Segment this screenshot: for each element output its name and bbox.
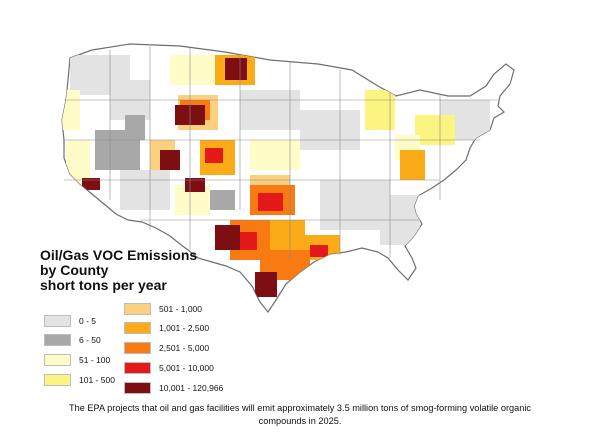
- legend-title-line-1: Oil/Gas VOC Emissions: [40, 247, 198, 263]
- legend-swatch: [124, 322, 151, 335]
- legend-title-line-2: by County: [40, 262, 109, 278]
- legend-item: 6 - 50: [44, 332, 115, 349]
- region-texas-panhandle-grey: [205, 190, 235, 210]
- legend-label: 51 - 100: [79, 355, 111, 366]
- state-borders: [64, 46, 500, 260]
- legend-swatch: [44, 334, 71, 347]
- region-pennsylvania-yellow: [415, 115, 455, 145]
- caption: The EPA projects that oil and gas facili…: [0, 402, 600, 428]
- legend-swatch: [44, 373, 71, 386]
- region-south-grey: [320, 180, 390, 230]
- legend-swatch: [124, 302, 151, 315]
- region-utah-darkred: [160, 150, 180, 170]
- region-texas-south-darkred: [255, 272, 277, 297]
- legend-right-column: 501 - 1,000 1,001 - 2,500 2,501 - 5,000 …: [124, 300, 223, 399]
- region-oregon-yellow: [62, 90, 80, 130]
- county-regions: [62, 55, 490, 297]
- legend-item: 101 - 500: [44, 371, 115, 388]
- region-north-dakota-darkred: [225, 58, 247, 80]
- region-oklahoma-red: [258, 193, 283, 211]
- legend-swatch: [124, 342, 151, 355]
- region-colorado-red: [205, 148, 223, 163]
- legend-item: 5,001 - 10,000: [124, 359, 223, 376]
- region-texas-red: [235, 232, 257, 250]
- legend-label: 101 - 500: [79, 374, 115, 385]
- region-great-plains-grey: [240, 90, 300, 130]
- legend-label: 0 - 5: [79, 315, 97, 326]
- region-permian-darkred: [215, 225, 240, 250]
- region-louisiana-red: [310, 245, 328, 257]
- legend-label: 2,501 - 5,000: [159, 343, 210, 354]
- legend-swatch: [44, 354, 71, 367]
- legend-swatch: [44, 314, 71, 327]
- legend-left-column: 0 - 5 6 - 50 51 - 100 101 - 500: [44, 312, 115, 391]
- us-county-map: [61, 43, 515, 314]
- caption-line-2: compounds in 2025.: [258, 416, 342, 426]
- legend-label: 5,001 - 10,000: [159, 362, 214, 373]
- legend-item: 51 - 100: [44, 352, 115, 369]
- region-michigan-yellow: [365, 90, 395, 130]
- caption-line-1: The EPA projects that oil and gas facili…: [69, 403, 531, 413]
- legend-label: 6 - 50: [79, 335, 101, 346]
- legend-item: 1,001 - 2,500: [124, 320, 223, 337]
- legend-swatch: [124, 381, 151, 394]
- region-midwest-grey: [300, 110, 360, 150]
- legend-title-line-3: short tons per year: [40, 277, 167, 293]
- emissions-map: [61, 43, 515, 314]
- legend-title: Oil/Gas VOC Emissions by County short to…: [40, 248, 197, 293]
- region-kansas-yellow: [250, 140, 300, 170]
- region-nevada-dark: [125, 115, 145, 140]
- legend-item: 501 - 1,000: [124, 300, 223, 317]
- region-arizona-grey: [120, 170, 170, 210]
- legend-label: 10,001 - 120,966: [159, 382, 224, 393]
- legend-item: 0 - 5: [44, 312, 115, 329]
- legend-label: 1,001 - 2,500: [159, 323, 210, 334]
- legend-swatch: [124, 361, 151, 374]
- region-california-darkred: [82, 178, 100, 190]
- region-west-virginia-orange: [400, 150, 425, 180]
- legend-item: 2,501 - 5,000: [124, 340, 223, 357]
- legend-item: 10,001 - 120,966: [124, 379, 223, 396]
- legend-label: 501 - 1,000: [159, 303, 203, 314]
